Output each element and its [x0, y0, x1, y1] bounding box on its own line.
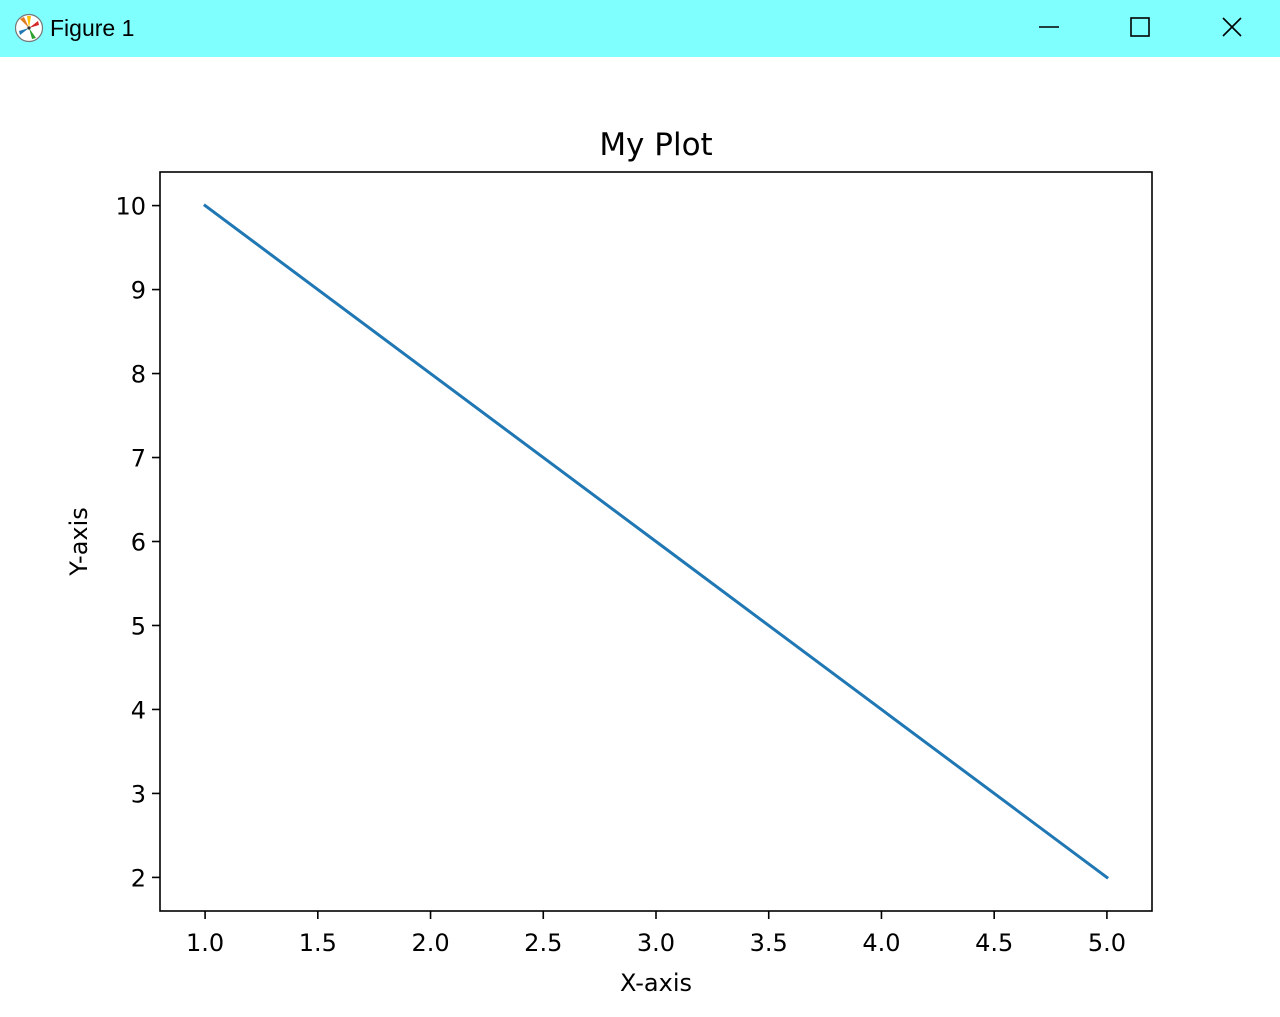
figure-canvas[interactable]: My Plot 1.0 1.5 2.0 2.5 3.0 3.5 4.0 4.5 5.0 2 3 4 5…: [0, 57, 1280, 1017]
x-tick-label: 3.0: [637, 929, 675, 957]
minimize-icon: [1038, 16, 1060, 42]
y-axis-label: Y-axis: [65, 507, 93, 577]
x-tick-label: 1.0: [186, 929, 224, 957]
close-icon: [1221, 16, 1243, 42]
x-axis-label: X-axis: [620, 969, 692, 997]
y-tick-label: 4: [131, 696, 146, 724]
matplotlib-logo-icon: [14, 13, 44, 43]
y-tick-label: 6: [131, 529, 146, 557]
close-button[interactable]: [1186, 0, 1278, 57]
minimize-button[interactable]: [1003, 0, 1095, 57]
y-tick-label: 10: [115, 193, 146, 221]
y-tick-label: 7: [131, 445, 146, 473]
y-tick-label: 5: [131, 612, 146, 640]
maximize-button[interactable]: [1094, 0, 1186, 57]
maximize-icon: [1129, 16, 1151, 42]
y-tick-label: 9: [131, 277, 146, 305]
window-title: Figure 1: [50, 15, 135, 41]
title-bar[interactable]: Figure 1: [0, 0, 1280, 57]
x-tick-label: 4.5: [975, 929, 1013, 957]
x-tick-label: 1.5: [299, 929, 337, 957]
x-tick-label: 2.5: [524, 929, 562, 957]
x-tick-label: 5.0: [1088, 929, 1126, 957]
chart-title: My Plot: [599, 127, 712, 163]
line-chart: My Plot 1.0 1.5 2.0 2.5 3.0 3.5 4.0 4.5 5.0 2 3 4 5…: [65, 127, 1153, 997]
x-tick-label: 4.0: [862, 929, 900, 957]
y-tick-label: 8: [131, 361, 146, 389]
x-tick-label: 2.0: [411, 929, 449, 957]
y-tick-label: 3: [131, 780, 146, 808]
x-tick-label: 3.5: [750, 929, 788, 957]
y-tick-label: 2: [131, 864, 146, 892]
